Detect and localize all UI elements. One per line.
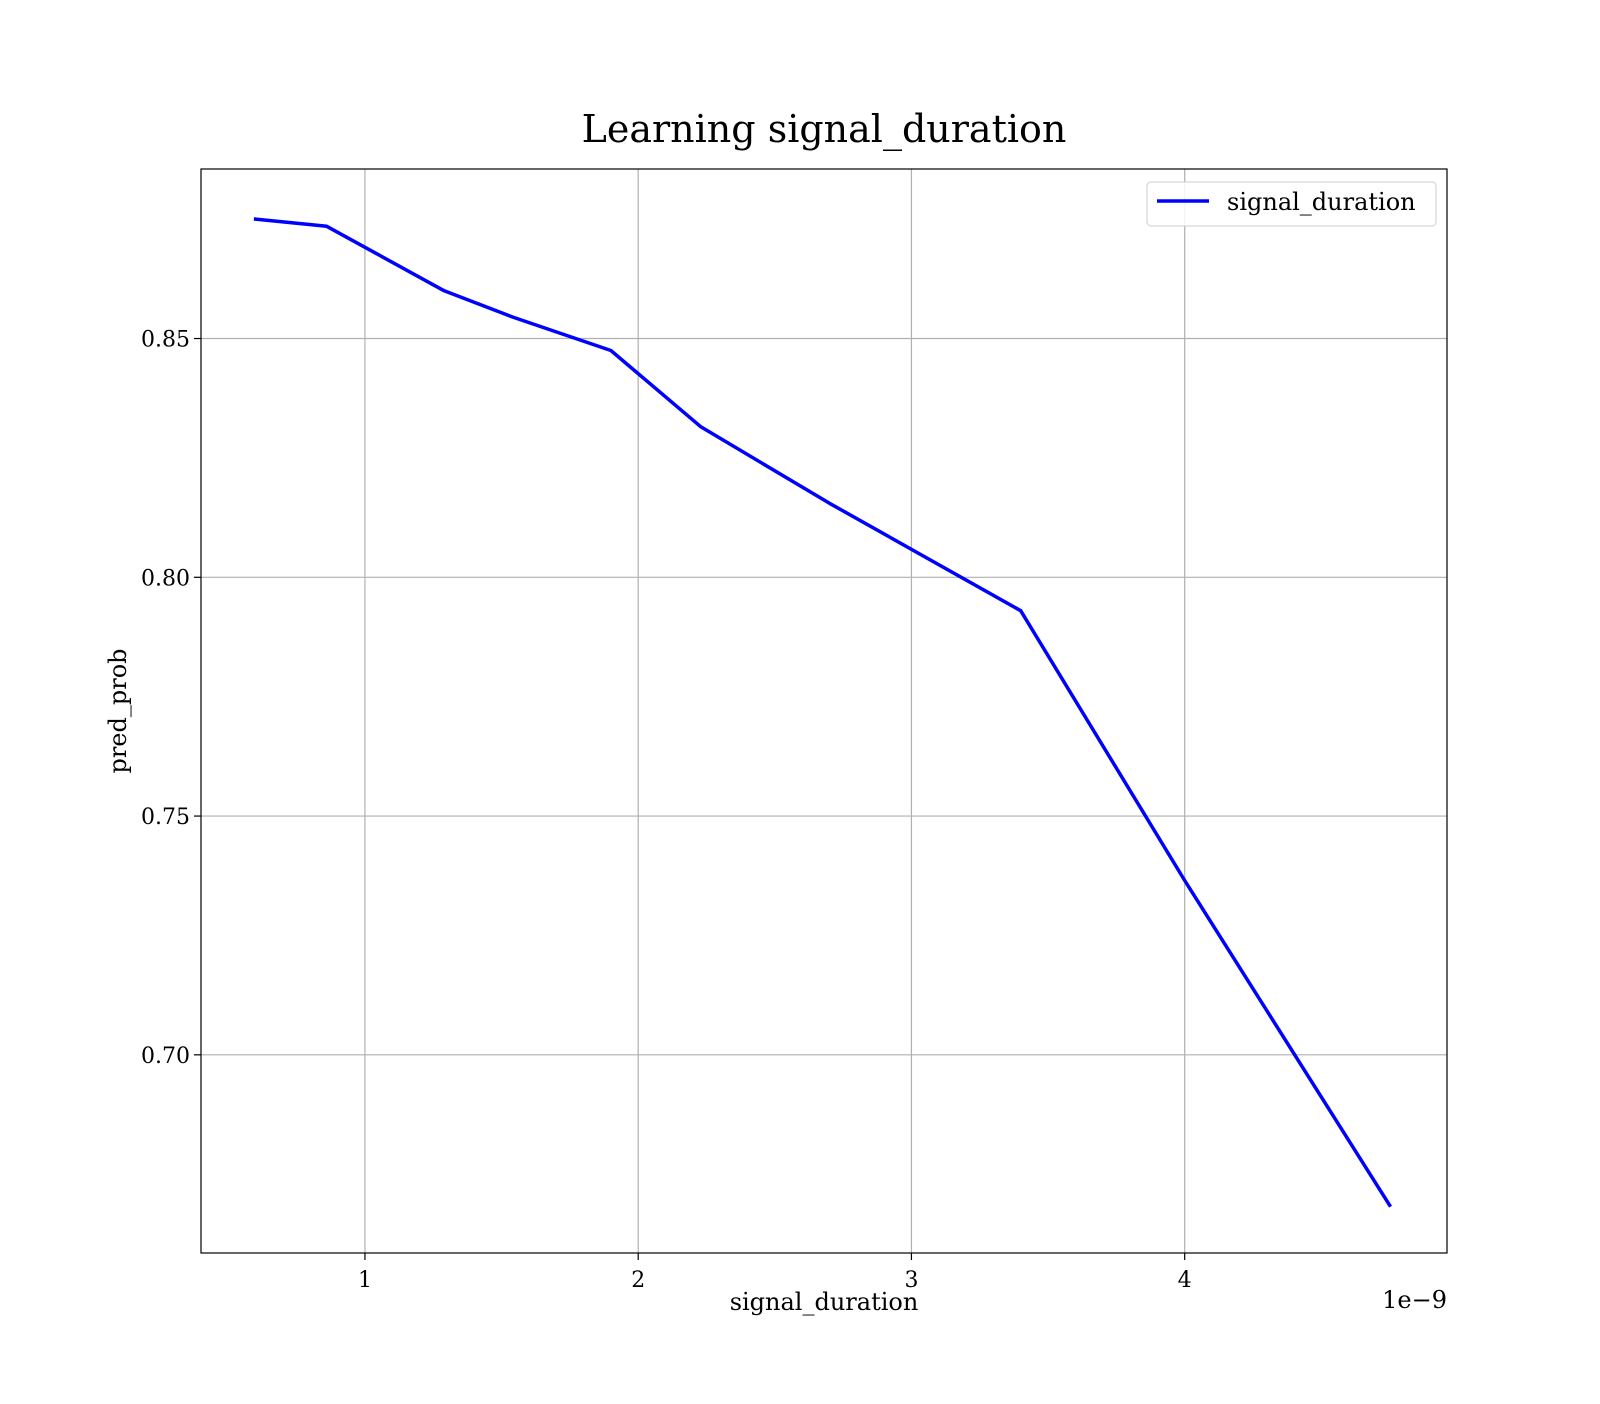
- y-axis-title: pred_prob: [104, 648, 132, 773]
- legend-box: [1146, 181, 1437, 227]
- x-axis-offset-label: 1e−9: [1382, 1286, 1447, 1314]
- chart-title: Learning signal_duration: [582, 107, 1067, 152]
- plot-frame: [200, 168, 1448, 1254]
- x-tick-label: 1: [358, 1268, 372, 1293]
- y-tick-label: 0.75: [141, 805, 190, 830]
- series-layer: [253, 217, 1393, 1208]
- x-tick-label: 3: [904, 1268, 918, 1293]
- x-tick-label: 2: [631, 1268, 645, 1293]
- legend: signal_duration: [1146, 181, 1437, 227]
- y-tick-label: 0.70: [141, 1044, 190, 1069]
- x-tick-label: 4: [1178, 1268, 1192, 1293]
- series-line-signal_duration: [253, 217, 1393, 1208]
- axis-ticks: 1 2 3 4 0.70 0.75 0.80 0.85: [141, 328, 1192, 1293]
- legend-label: signal_duration: [1227, 188, 1416, 216]
- x-axis-title: signal_duration: [730, 1288, 919, 1316]
- y-tick-label: 0.80: [141, 566, 190, 591]
- grid-lines: [201, 169, 1447, 1253]
- y-tick-label: 0.85: [141, 328, 190, 353]
